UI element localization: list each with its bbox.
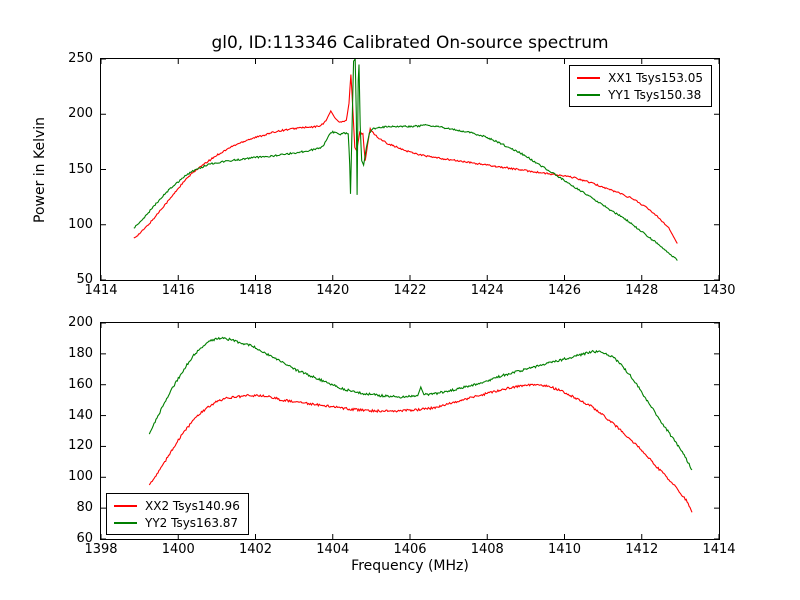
x-tick-label: 1402 (238, 542, 273, 557)
series-yy2-line (148, 336, 693, 471)
x-tick-label: 1430 (702, 283, 736, 298)
y-tick-label: 80 (76, 500, 93, 516)
top-subplot-axes: XX1 Tsys153.05 YY1 Tsys150.38 1414 1416 14… (68, 51, 735, 298)
x-tick-label: 1406 (393, 542, 427, 557)
x-tick-label: 1404 (316, 542, 350, 557)
x-tick-label: 1408 (470, 542, 504, 557)
y-tick-label: 60 (76, 531, 93, 546)
legend-line-sample (577, 93, 601, 96)
x-tick-label: 1414 (84, 283, 118, 298)
legend-label: YY2 Tsys163.87 (145, 515, 239, 530)
y-tick-label: 250 (68, 51, 93, 66)
legend-entry-yy2: YY2 Tsys163.87 (114, 514, 240, 531)
series-xx1-line (133, 74, 678, 244)
y-tick-label: 180 (68, 345, 93, 361)
y-tick-label: 140 (68, 407, 93, 423)
x-tick-label: 1424 (470, 283, 504, 298)
x-tick-label: 1398 (84, 542, 118, 557)
y-tick-label: 100 (68, 216, 93, 232)
x-tick-label: 1420 (316, 283, 350, 298)
x-tick-label: 1422 (393, 283, 427, 298)
legend-entry-yy1: YY1 Tsys150.38 (577, 86, 703, 103)
legend-line-sample (577, 76, 601, 79)
x-tick-label: 1428 (625, 283, 659, 298)
y-tick-label: 120 (68, 438, 93, 454)
top-legend: XX1 Tsys153.05 YY1 Tsys150.38 (569, 65, 712, 107)
x-tick-label: 1412 (625, 542, 659, 557)
legend-line-sample (114, 504, 137, 507)
chart-title: gl0, ID:113346 Calibrated On-source spec… (211, 33, 609, 53)
series-xx2-line (148, 383, 693, 513)
legend-label: XX1 Tsys153.05 (608, 70, 703, 85)
x-tick-label: 1426 (547, 283, 582, 298)
x-tick-label: 1414 (702, 542, 736, 557)
bottom-subplot-axes: XX2 Tsys140.96 YY2 Tsys163.87 1398 1400 14… (68, 315, 735, 557)
y-tick-label: 160 (68, 376, 93, 392)
legend-entry-xx2: XX2 Tsys140.96 (114, 497, 240, 514)
top-subplot-canvas (101, 59, 719, 280)
bottom-legend: XX2 Tsys140.96 YY2 Tsys163.87 (106, 493, 249, 535)
legend-entry-xx1: XX1 Tsys153.05 (577, 69, 703, 86)
x-tick-label: 1416 (161, 283, 195, 298)
x-axis-label: Frequency (MHz) (351, 558, 469, 574)
legend-label: XX2 Tsys140.96 (145, 498, 240, 513)
y-tick-label: 200 (68, 315, 93, 330)
y-tick-label: 200 (68, 106, 93, 122)
series-yy1-line (133, 59, 678, 261)
y-tick-label: 100 (68, 469, 93, 485)
x-tick-label: 1400 (161, 542, 195, 557)
bottom-subplot-canvas (101, 323, 719, 539)
y-tick-label: 50 (76, 272, 93, 287)
x-tick-label: 1418 (238, 283, 273, 298)
legend-label: YY1 Tsys150.38 (608, 87, 702, 102)
legend-line-sample (114, 521, 137, 524)
y-tick-label: 150 (68, 161, 93, 177)
x-tick-label: 1410 (547, 542, 582, 557)
